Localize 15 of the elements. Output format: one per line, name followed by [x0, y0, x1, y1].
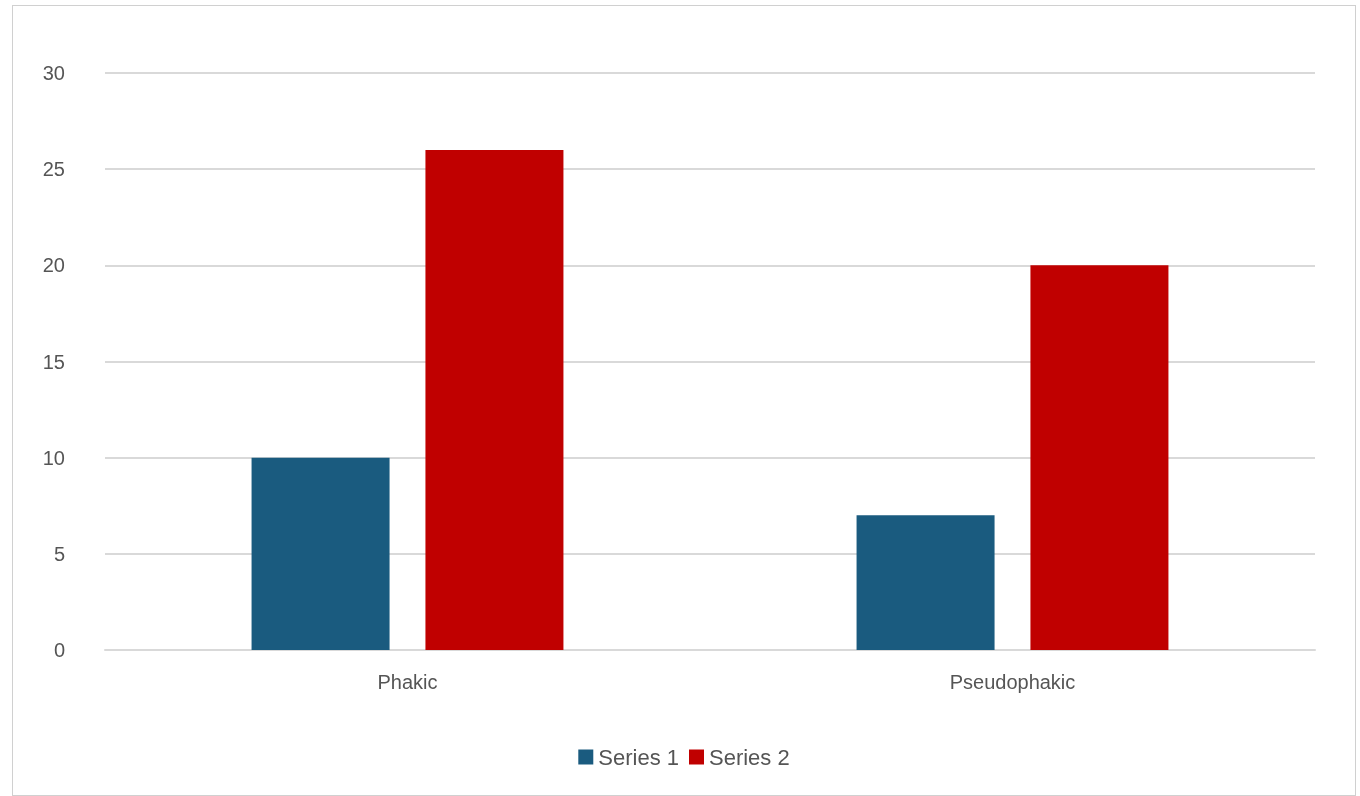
bar	[856, 515, 995, 650]
y-tick-label: 15	[42, 350, 65, 373]
y-tick-label: 0	[53, 639, 65, 661]
bar	[1030, 265, 1169, 650]
y-tick-label: 30	[42, 62, 65, 84]
y-tick-label: 25	[42, 158, 65, 181]
legend-label: Series 1	[598, 744, 680, 770]
x-tick-label: Phakic	[377, 671, 438, 693]
legend-label: Series 2	[709, 744, 790, 770]
bar	[251, 457, 390, 650]
bar	[425, 149, 564, 650]
x-tick-label: Pseudophakic	[949, 671, 1076, 693]
y-tick-label: 5	[53, 542, 65, 565]
y-tick-label: 20	[42, 254, 65, 277]
y-tick-label: 10	[42, 446, 65, 469]
